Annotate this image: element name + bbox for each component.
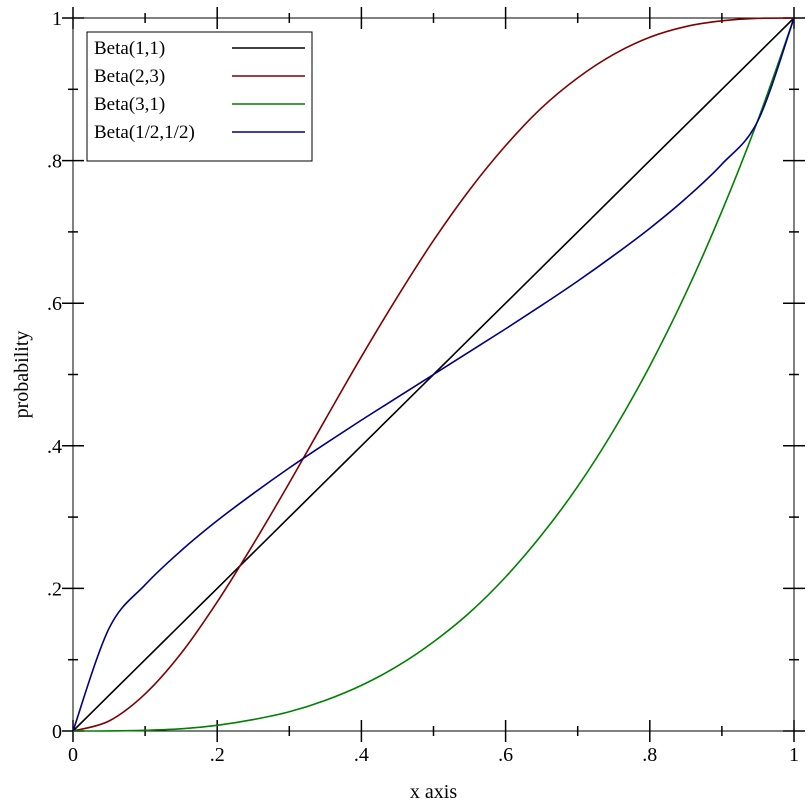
legend-box	[86, 31, 313, 162]
x-tick-label: .6	[498, 744, 513, 766]
x-tick-label: .4	[354, 744, 369, 766]
y-tick-label: .2	[47, 578, 62, 600]
y-tick-label: .4	[47, 436, 62, 458]
y-tick-label: .6	[47, 293, 62, 315]
x-tick-label: 0	[68, 744, 78, 766]
axis-ticks	[62, 7, 805, 742]
series-line-beta-2-3	[72, 17, 795, 732]
y-tick-label: .8	[47, 151, 62, 173]
series-curves	[72, 17, 795, 732]
y-tick-label: 1	[52, 8, 62, 30]
series-line-beta-half-half	[72, 17, 795, 732]
legend: Beta(1,1) Beta(2,3) Beta(3,1) Beta(1/2,1/2)	[86, 31, 313, 162]
x-tick-label: 1	[789, 744, 799, 766]
x-tick-label: .8	[642, 744, 657, 766]
legend-label-beta-2-3: Beta(2,3)	[94, 66, 165, 87]
legend-label-beta-1-1: Beta(1,1)	[94, 38, 165, 59]
series-line-beta-3-1	[72, 17, 795, 732]
legend-entries: Beta(1,1) Beta(2,3) Beta(3,1) Beta(1/2,1/2)	[94, 38, 305, 143]
legend-label-beta-half-half: Beta(1/2,1/2)	[94, 122, 195, 143]
y-tick-label: 0	[52, 721, 62, 743]
legend-label-beta-3-1: Beta(3,1)	[94, 94, 165, 115]
y-axis-label: probability	[11, 331, 33, 419]
tick-labels: 0 .2 .4 .6 .8 1 0 .2 .4 .6 .8 1	[47, 8, 799, 766]
x-axis-label: x axis	[410, 781, 457, 803]
x-tick-label: .2	[210, 744, 225, 766]
